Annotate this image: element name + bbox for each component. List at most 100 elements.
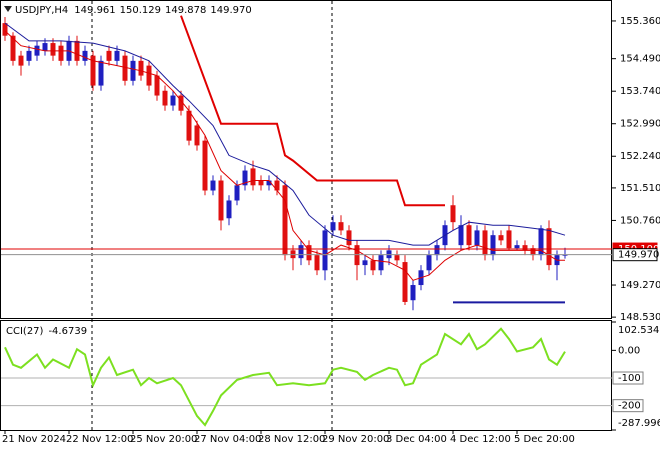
candle-body [530, 248, 536, 256]
candle-body [274, 180, 280, 191]
candle-body [490, 235, 496, 256]
candle-body [74, 40, 80, 61]
candle-body [18, 55, 24, 66]
quote-value: 149.970 [210, 5, 251, 16]
y-tick-label: 154.490 [620, 54, 660, 65]
candle-body [370, 260, 376, 271]
candle-body [338, 222, 344, 231]
candle-body [482, 230, 488, 256]
y-tick-label: 151.510 [620, 183, 660, 194]
candle-body [50, 43, 56, 56]
candle-body [522, 245, 528, 251]
candle-body [210, 180, 216, 191]
candle-body [162, 90, 168, 106]
x-tick-label: 28 Nov 12:00 [258, 434, 325, 445]
candle-body [498, 235, 504, 241]
y-tick-label: 102.5346 [618, 325, 660, 336]
price-label-box [612, 248, 658, 262]
indicator-current: -4.6739 [48, 326, 87, 337]
x-tick-label: 29 Nov 20:00 [322, 434, 389, 445]
x-tick-label: 5 Dec 20:00 [514, 434, 575, 445]
candle-body [234, 185, 240, 201]
candle-body [10, 35, 16, 61]
price-panel [0, 0, 612, 319]
candle-body [218, 180, 224, 221]
symbol-title: USDJPY,H4 [15, 5, 68, 16]
candle-body [506, 230, 512, 249]
candle-body [58, 45, 64, 61]
y-tick-label: -287.9967 [618, 418, 660, 429]
indicator-title: CCI(27) [6, 326, 44, 337]
y-tick-label: 152.240 [620, 151, 660, 162]
candle-body [410, 285, 416, 301]
candle-body [2, 23, 8, 36]
candle-body [458, 225, 464, 246]
cci-line [4, 327, 566, 427]
candle-body [114, 50, 120, 61]
y-tick-label: 150.760 [620, 215, 660, 226]
candle-body [226, 200, 232, 219]
candle-body [138, 60, 144, 76]
candle-body [434, 245, 440, 256]
quote-value: 149.961 [74, 5, 115, 16]
x-tick-label: 21 Nov 2024 [2, 434, 66, 445]
candle-body [402, 262, 408, 302]
x-tick-label: 3 Dec 04:00 [386, 434, 447, 445]
candle-body [42, 43, 48, 51]
collapse-icon[interactable] [4, 6, 12, 12]
indicator-line [180, 15, 445, 207]
candle-body [514, 245, 520, 249]
candle-body [258, 180, 264, 186]
candle-body [538, 228, 544, 256]
cci-panel [0, 320, 612, 431]
level-label-box [612, 371, 644, 385]
price-label: 149.970 [618, 250, 659, 261]
candle-body [466, 225, 472, 246]
candle-body [450, 205, 456, 223]
candle-body [394, 255, 400, 261]
indicator-line [4, 30, 565, 281]
candle-body [306, 245, 312, 261]
indicator-line [4, 22, 566, 246]
candle-body [242, 170, 248, 186]
x-tick-label: 4 Dec 12:00 [450, 434, 511, 445]
candle-body [98, 60, 104, 86]
candle-body [474, 230, 480, 246]
candle-body [330, 222, 336, 231]
candle-body [186, 110, 192, 141]
candle-body [26, 50, 32, 61]
candle-body [266, 180, 272, 186]
level-label-box [612, 399, 644, 413]
candle-body [90, 55, 96, 86]
candle-body [178, 95, 184, 111]
y-tick-label: 149.270 [620, 280, 660, 291]
y-tick-label: 0.00 [618, 345, 640, 356]
y-tick-label: 153.740 [620, 86, 660, 97]
level-label: -100 [618, 373, 641, 384]
level-label: -200 [618, 401, 641, 412]
candle-body [122, 55, 128, 81]
candle-body [130, 60, 136, 81]
candle-body [426, 255, 432, 271]
y-tick-label: 152.990 [620, 119, 660, 130]
candle-body [322, 230, 328, 271]
candle-body [154, 75, 160, 96]
candle-body [202, 140, 208, 191]
candle-body [378, 255, 384, 271]
candle-body [194, 125, 200, 146]
candle-body [282, 185, 288, 256]
candle-body [106, 50, 112, 61]
candle-body [34, 45, 40, 56]
x-tick-label: 25 Nov 20:00 [130, 434, 197, 445]
candle-body [314, 255, 320, 271]
y-tick-label: 148.530 [620, 312, 660, 323]
candle-body [362, 260, 368, 266]
candle-body [546, 228, 552, 266]
candle-body [146, 65, 152, 86]
candle-body [298, 245, 304, 259]
x-tick-label: 22 Nov 12:00 [66, 434, 133, 445]
x-tick-label: 27 Nov 04:00 [194, 434, 261, 445]
quote-value: 150.129 [120, 5, 161, 16]
